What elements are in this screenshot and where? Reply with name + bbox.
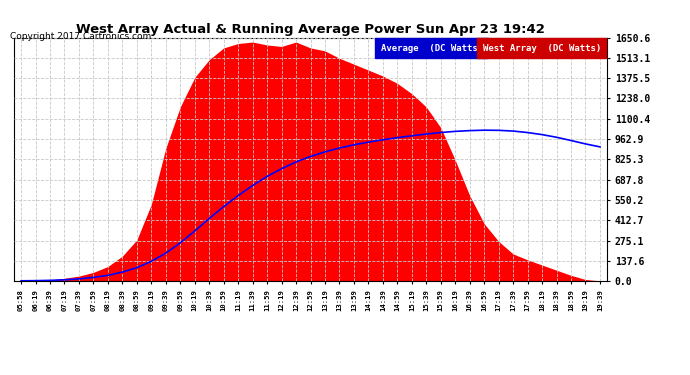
Legend: Average  (DC Watts), West Array  (DC Watts): Average (DC Watts), West Array (DC Watts… [379,42,602,55]
Title: West Array Actual & Running Average Power Sun Apr 23 19:42: West Array Actual & Running Average Powe… [76,23,545,36]
Text: Copyright 2017 Cartronics.com: Copyright 2017 Cartronics.com [10,32,152,41]
